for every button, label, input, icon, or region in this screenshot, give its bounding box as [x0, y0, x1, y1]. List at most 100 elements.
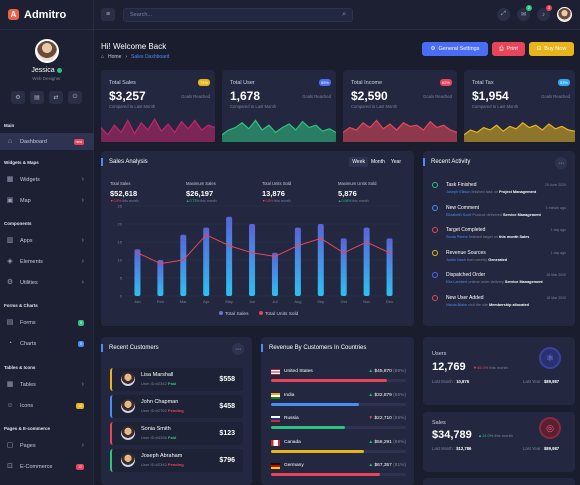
next-card	[423, 478, 575, 485]
y-tick-label: 15	[118, 240, 123, 245]
avatar	[121, 453, 135, 467]
activity-time: 1 day ago	[550, 250, 566, 255]
sidebar-item-tables[interactable]: ▦ Tables ›	[6, 380, 84, 389]
sidebar-item-apps[interactable]: ▥ Apps ›	[6, 236, 84, 245]
sparkline-area	[464, 122, 575, 142]
buy-now-button[interactable]: ⊡ Buy Now	[529, 42, 574, 56]
trend-icon: ▲	[368, 463, 374, 468]
sidebar-item-icons[interactable]: ☺ Icons 10	[6, 401, 84, 409]
sales-bar	[249, 224, 256, 296]
sparkline-line	[101, 118, 215, 136]
units-sold-point	[159, 262, 162, 265]
user-profile: Jessica Web Designer ⚙ ▤ ⇄ ⏻	[0, 30, 93, 104]
print-button[interactable]: ⎙ Print	[492, 42, 525, 56]
revenue-countries-card: Revenue By Customers In Countries	[260, 337, 414, 485]
breadcrumb-home[interactable]: Home	[108, 54, 122, 60]
units-sold-point	[342, 251, 345, 254]
x-tick-label: Sep	[317, 299, 325, 304]
avatar[interactable]	[557, 7, 572, 22]
share-icon[interactable]: ⇄	[49, 91, 63, 104]
search-icon[interactable]: ⌕	[342, 11, 346, 18]
activity-time: 18 Mar 2020	[546, 295, 566, 300]
activity-status-icon	[432, 182, 438, 188]
app-logo[interactable]: A Admitro	[0, 0, 93, 30]
units-sold-point	[296, 244, 300, 247]
legend-total-sales: Total Sales	[225, 311, 249, 317]
more-options-icon[interactable]: ⋯	[555, 157, 567, 169]
sidebar-item-widgets[interactable]: ▦ Widgets ›	[6, 175, 84, 184]
settings-gear-icon[interactable]: ⚙	[11, 91, 25, 104]
menu-toggle-icon[interactable]: ≡	[101, 8, 115, 21]
country-row: Canada ▲ $56,291 (69%)	[271, 439, 406, 454]
sales-bar	[157, 260, 164, 296]
document-icon[interactable]: ▤	[30, 91, 44, 104]
units-sold-point	[273, 255, 277, 258]
sparkline-fill	[222, 120, 336, 142]
revenue-progress-bar	[271, 449, 406, 453]
activity-status-icon	[432, 294, 438, 301]
metric-value: 13,876	[262, 189, 285, 198]
sidebar-item-elements[interactable]: ◈ Elements ›	[7, 257, 84, 266]
percent-badge: 53%	[557, 79, 570, 86]
more-options-icon[interactable]: ⋯	[232, 343, 244, 355]
tab-year[interactable]: Year	[390, 159, 401, 165]
x-tick-label: Jan	[134, 299, 140, 304]
avatar[interactable]	[34, 39, 59, 63]
list-item[interactable]: Joseph Abraham User ID:#2342 Pending $79…	[110, 449, 243, 472]
flag-icon	[271, 463, 280, 469]
topbar: ≡ Search... ⌕ ⤢ ✉ 2 ♪ 3	[94, 0, 580, 30]
country-row: Russia ▼ $22,710 (55%)	[271, 416, 406, 430]
sidebar-item-dashboard[interactable]: ⌂ Dashboard new	[0, 133, 94, 150]
map-icon: ▣	[6, 196, 14, 204]
trend-icon: ▼	[368, 416, 374, 421]
message-icon[interactable]: ✉ 2	[517, 5, 532, 21]
sidebar-item-utilities[interactable]: ⚙ Utilities ›	[6, 278, 84, 287]
power-icon[interactable]: ⏻	[68, 91, 82, 104]
fullscreen-icon[interactable]: ⤢	[497, 8, 510, 21]
avatar	[121, 372, 135, 386]
sidebar-item-map[interactable]: ▣ Map ›	[6, 196, 84, 205]
breadcrumb: ⌂ Home › Sales Dashboard	[101, 54, 170, 60]
avatar	[121, 426, 135, 440]
sales-analysis-card: Sales Analysis Week Month Year	[101, 151, 414, 326]
recent-activity-card: Recent Activity ⋯	[422, 151, 575, 326]
sparkline-line	[222, 119, 336, 136]
general-settings-button[interactable]: ⚙ General Settings	[422, 42, 488, 56]
gear-icon: ⚙	[430, 46, 436, 52]
card-title: Revenue By Customers In Countries	[260, 344, 367, 352]
sales-chart: 25 20 15 10 5 0 Jan Feb Mar Apr May Jun Jul Aug Sep Oct…	[118, 204, 401, 317]
trend-down-icon: ▼	[262, 199, 266, 203]
list-item[interactable]: John Chapman User ID:#2762 Pending $458	[110, 395, 243, 418]
trend-icon: ▲	[368, 369, 374, 374]
sidebar-item-forms[interactable]: ▤ Forms 5	[6, 318, 84, 326]
x-tick-label: May	[225, 299, 233, 304]
sales-bar	[340, 238, 347, 296]
metric-label: Total Units Sold	[262, 181, 292, 186]
tab-month[interactable]: Month	[370, 159, 385, 165]
list-item[interactable]: Sonia Smith User ID:#4356 Paid $123	[110, 422, 243, 445]
section-components: Components	[4, 221, 32, 226]
card-title: Recent Activity	[422, 158, 471, 166]
activity-time: 29 June 2020	[544, 183, 566, 187]
x-tick-label: Jun	[249, 299, 255, 304]
metric-value: $52,618	[110, 189, 138, 198]
sparkline-area	[343, 119, 457, 142]
stat-card-total-income: Total Income $2,590 Compared to Last Mont…	[343, 70, 457, 142]
sidebar-item-ecommerce[interactable]: ⊡ E-Commerce 12	[7, 462, 84, 470]
units-sold-point	[365, 240, 368, 244]
y-tick-label: 10	[118, 258, 123, 263]
count-badge: 5	[78, 319, 84, 326]
bell-icon[interactable]: ♪ 3	[537, 5, 552, 21]
tab-week[interactable]: Week	[349, 157, 368, 167]
sidebar-item-pages[interactable]: ▢ Pages ›	[6, 441, 84, 450]
period-tabs: Week Month Year	[349, 157, 404, 167]
list-item[interactable]: Lisa Marshall User ID:#2342 Paid $558	[110, 368, 243, 391]
search-input[interactable]: Search... ⌕	[123, 8, 353, 22]
sales-bar	[271, 252, 278, 296]
sidebar-item-charts[interactable]: ◔ Charts 5	[7, 339, 84, 347]
x-tick-label: Apr	[203, 299, 210, 304]
sales-bar	[294, 227, 301, 296]
stat-card-total-tax: Total Tax $1,954 Compared to Last Month Go…	[464, 70, 575, 142]
x-tick-label: Dec	[386, 299, 393, 304]
page-icon: ▢	[6, 441, 14, 449]
